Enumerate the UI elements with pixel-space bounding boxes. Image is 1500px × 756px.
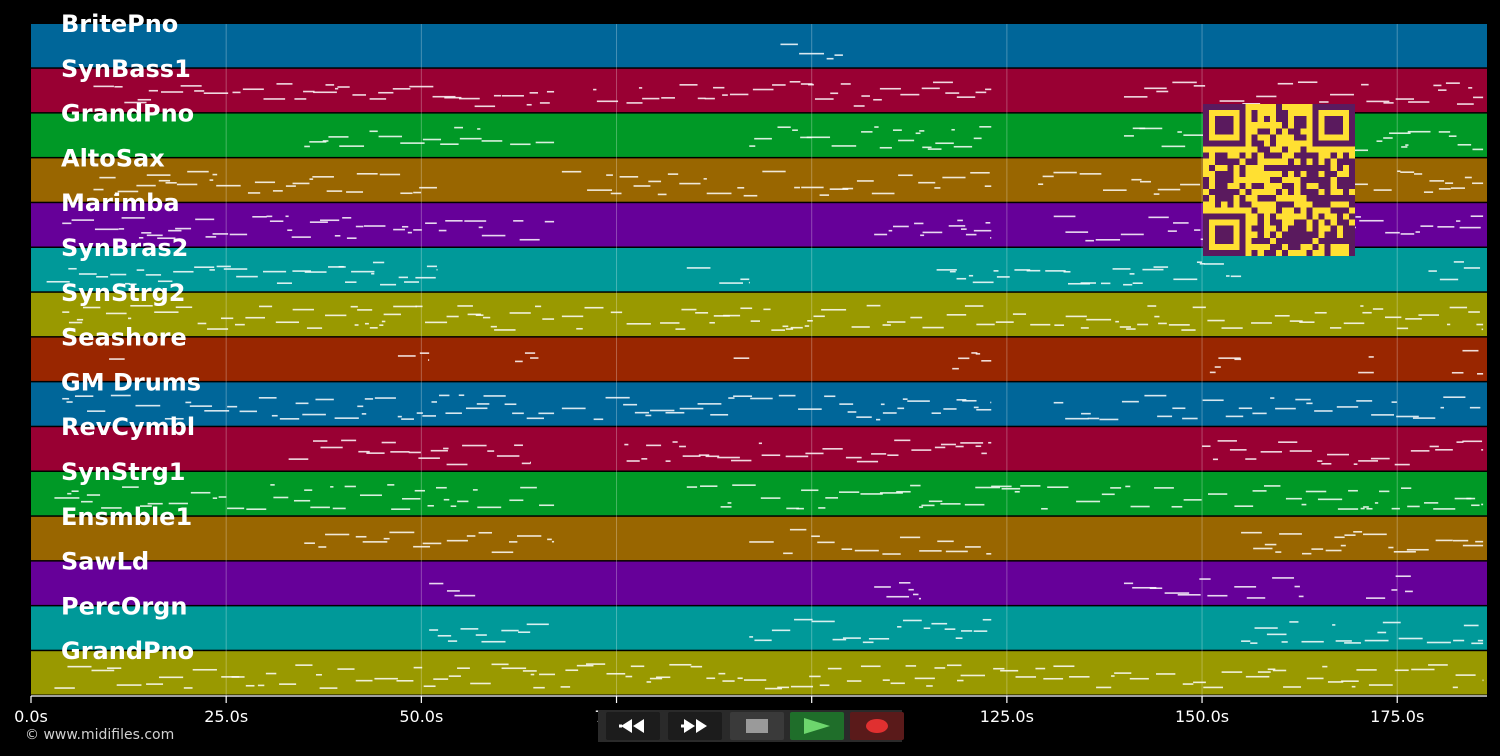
stop-button[interactable] [730,712,784,740]
track-label: GrandPno [61,637,194,665]
rewind-icon [619,719,644,733]
copyright-credit: © www.midifiles.com [25,727,175,743]
track-labels: BritePno SynBass1 GrandPno AltoSax Marimba Sy… [61,10,201,665]
track-lane [31,427,1487,471]
track-lane [31,606,1487,650]
tick-label: 50.0s [399,707,443,726]
track-label: SynBass1 [61,55,191,83]
tick-label: 150.0s [1175,707,1229,726]
time-gridlines [225,24,1398,696]
rewind-button[interactable] [606,712,660,740]
track-label: SynStrg1 [61,458,186,486]
track-lane [31,651,1487,695]
track-label: GM Drums [61,368,201,396]
track-lane [31,24,1487,68]
fast-forward-icon [681,719,707,733]
play-button[interactable] [790,712,844,740]
track-label: GrandPno [61,100,194,128]
track-lane [31,337,1487,381]
track-label: AltoSax [61,144,165,172]
track-label: BritePno [61,10,178,38]
record-icon [866,719,888,733]
transport-controls [598,710,904,742]
tick-label: 175.0s [1370,707,1424,726]
tick-label: 0.0s [14,707,48,726]
record-button[interactable] [850,712,904,740]
qr-code[interactable] [1203,104,1355,256]
track-label: RevCymbl [61,413,195,441]
fast-forward-button[interactable] [668,712,722,740]
track-lane [31,516,1487,561]
track-lane [31,382,1487,426]
track-lane [31,292,1487,337]
tick-label: 125.0s [980,707,1034,726]
track-label: Seashore [61,324,187,352]
track-label: Marimba [61,189,180,217]
track-label: PercOrgn [61,592,187,620]
tick-label: 25.0s [204,707,248,726]
track-label: SynStrg2 [61,279,186,307]
track-label: Ensmble1 [61,503,192,531]
track-label: SynBras2 [61,234,188,262]
play-icon [804,718,830,734]
track-lane [31,561,1487,605]
stop-icon [746,719,768,733]
track-lane [31,472,1487,516]
track-label: SawLd [61,548,149,576]
